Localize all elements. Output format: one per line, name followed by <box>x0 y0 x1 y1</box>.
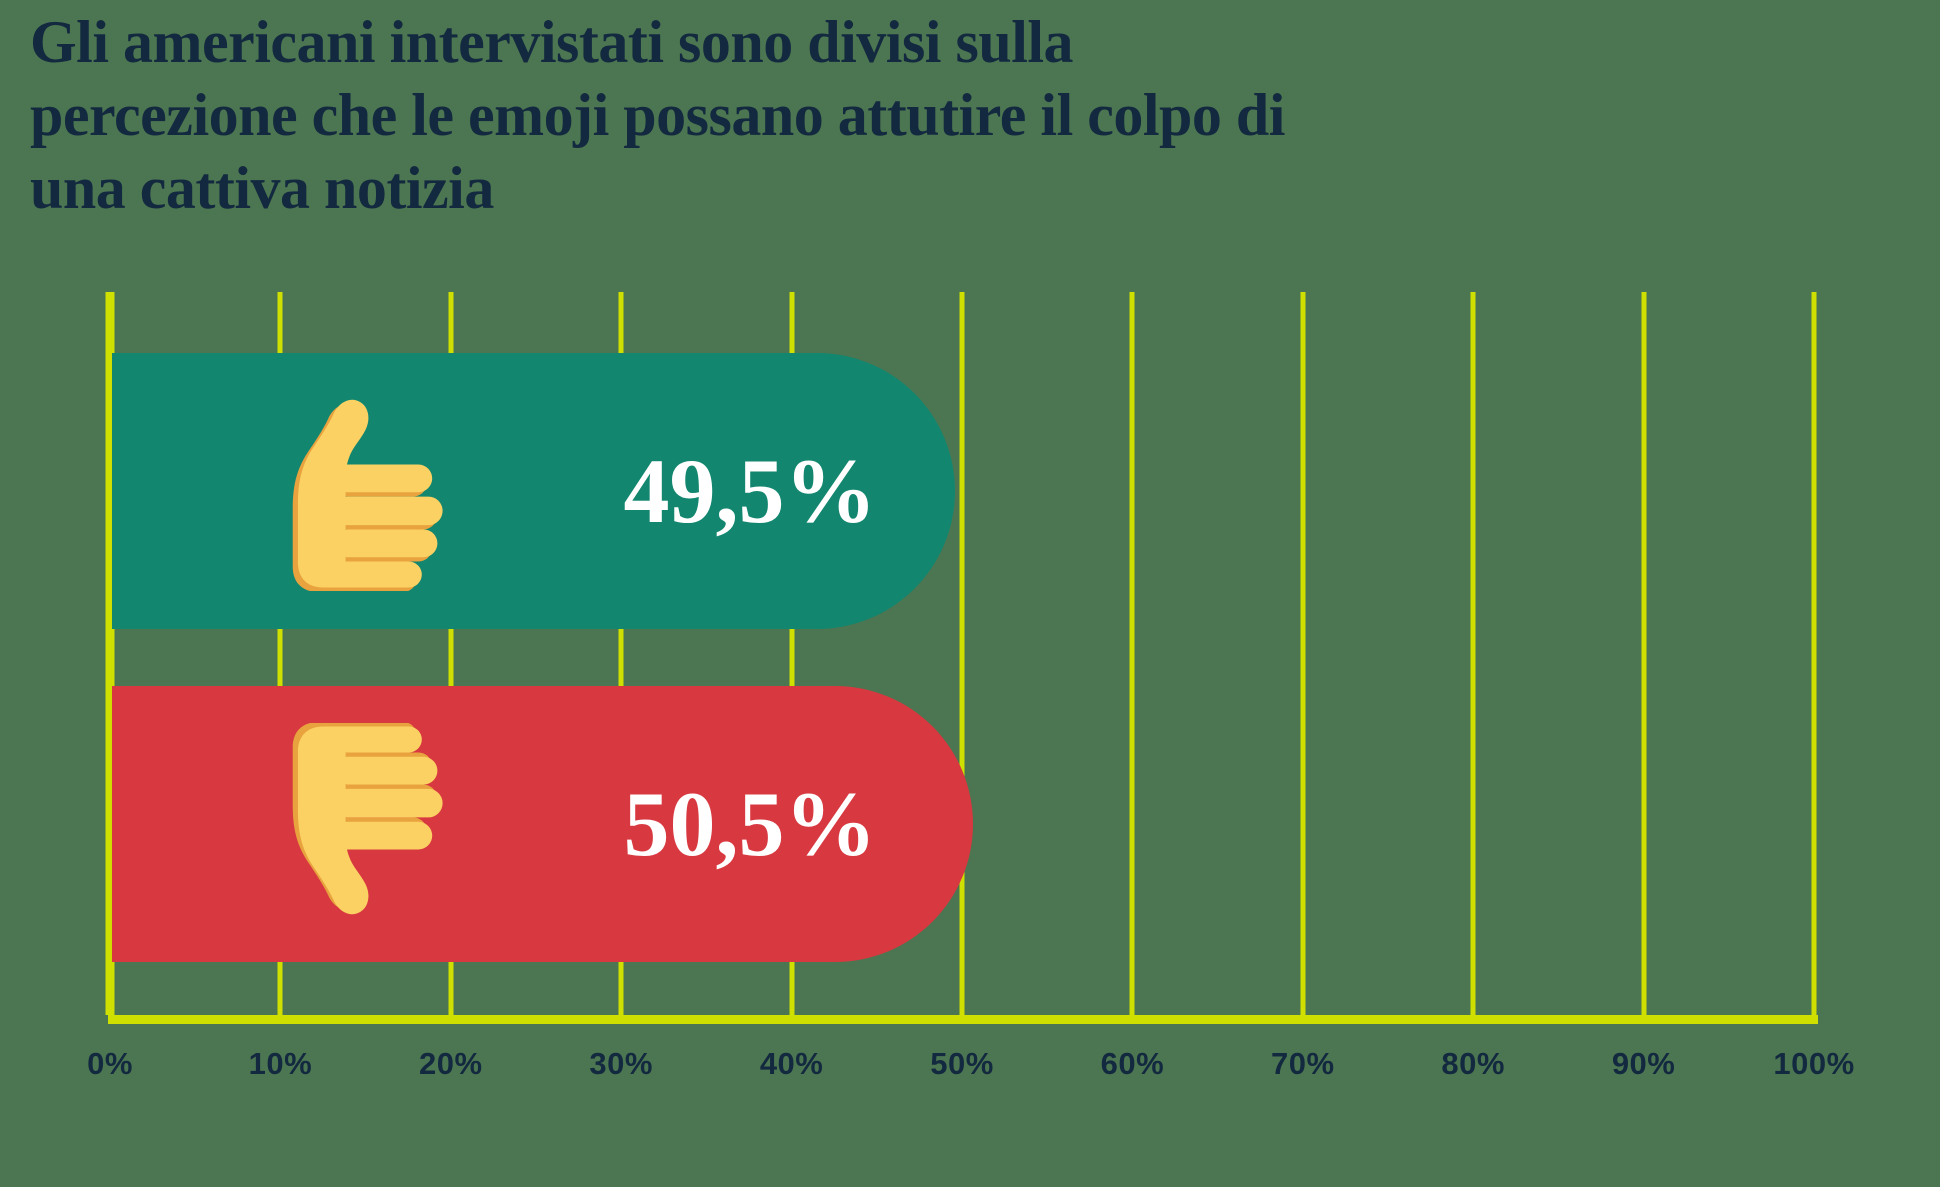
x-axis-line <box>108 1015 1818 1024</box>
gridline-0 <box>105 292 115 1015</box>
tick-label-30: 30% <box>589 1046 653 1081</box>
tick-label-50: 50% <box>930 1046 994 1081</box>
gridline-100 <box>1811 292 1817 1015</box>
tick-label-80: 80% <box>1441 1046 1505 1081</box>
bar-thumbs-down <box>112 686 973 962</box>
gridline-50 <box>959 292 965 1015</box>
tick-label-100: 100% <box>1773 1046 1855 1081</box>
gridline-20 <box>448 292 454 1015</box>
tick-label-20: 20% <box>419 1046 483 1081</box>
bar-thumbs-up <box>112 353 956 629</box>
gridline-60 <box>1129 292 1135 1015</box>
gridline-90 <box>1641 292 1647 1015</box>
thumbs-up-icon <box>292 399 443 591</box>
value-label-thumbs-down: 50,5% <box>623 773 877 875</box>
plot-area <box>105 292 1817 1015</box>
value-label-thumbs-up: 49,5% <box>623 440 877 542</box>
chart-title-line-2: percezione che le emoji possano attutire… <box>30 82 1285 148</box>
x-axis-tick-labels: 0% 10% 20% 30% 40% 50% 60% 70% 80% 90% 1… <box>87 1046 1854 1090</box>
gridline-10 <box>277 292 283 1015</box>
tick-label-40: 40% <box>759 1046 824 1081</box>
thumbs-down-icon <box>292 723 443 915</box>
tick-label-10: 10% <box>248 1046 313 1081</box>
tick-label-0: 0% <box>87 1046 133 1081</box>
gridline-80 <box>1470 292 1476 1015</box>
gridline-70 <box>1300 292 1306 1015</box>
chart-title: Gli americani intervistati sono divisi s… <box>30 6 1285 225</box>
tick-label-90: 90% <box>1611 1046 1676 1081</box>
gridline-40 <box>789 292 795 1015</box>
tick-label-70: 70% <box>1271 1046 1335 1081</box>
gridline-30 <box>618 292 624 1015</box>
chart-title-line-1: Gli americani intervistati sono divisi s… <box>30 9 1074 75</box>
chart-title-line-3: una cattiva notizia <box>30 155 494 221</box>
tick-label-60: 60% <box>1100 1046 1165 1081</box>
